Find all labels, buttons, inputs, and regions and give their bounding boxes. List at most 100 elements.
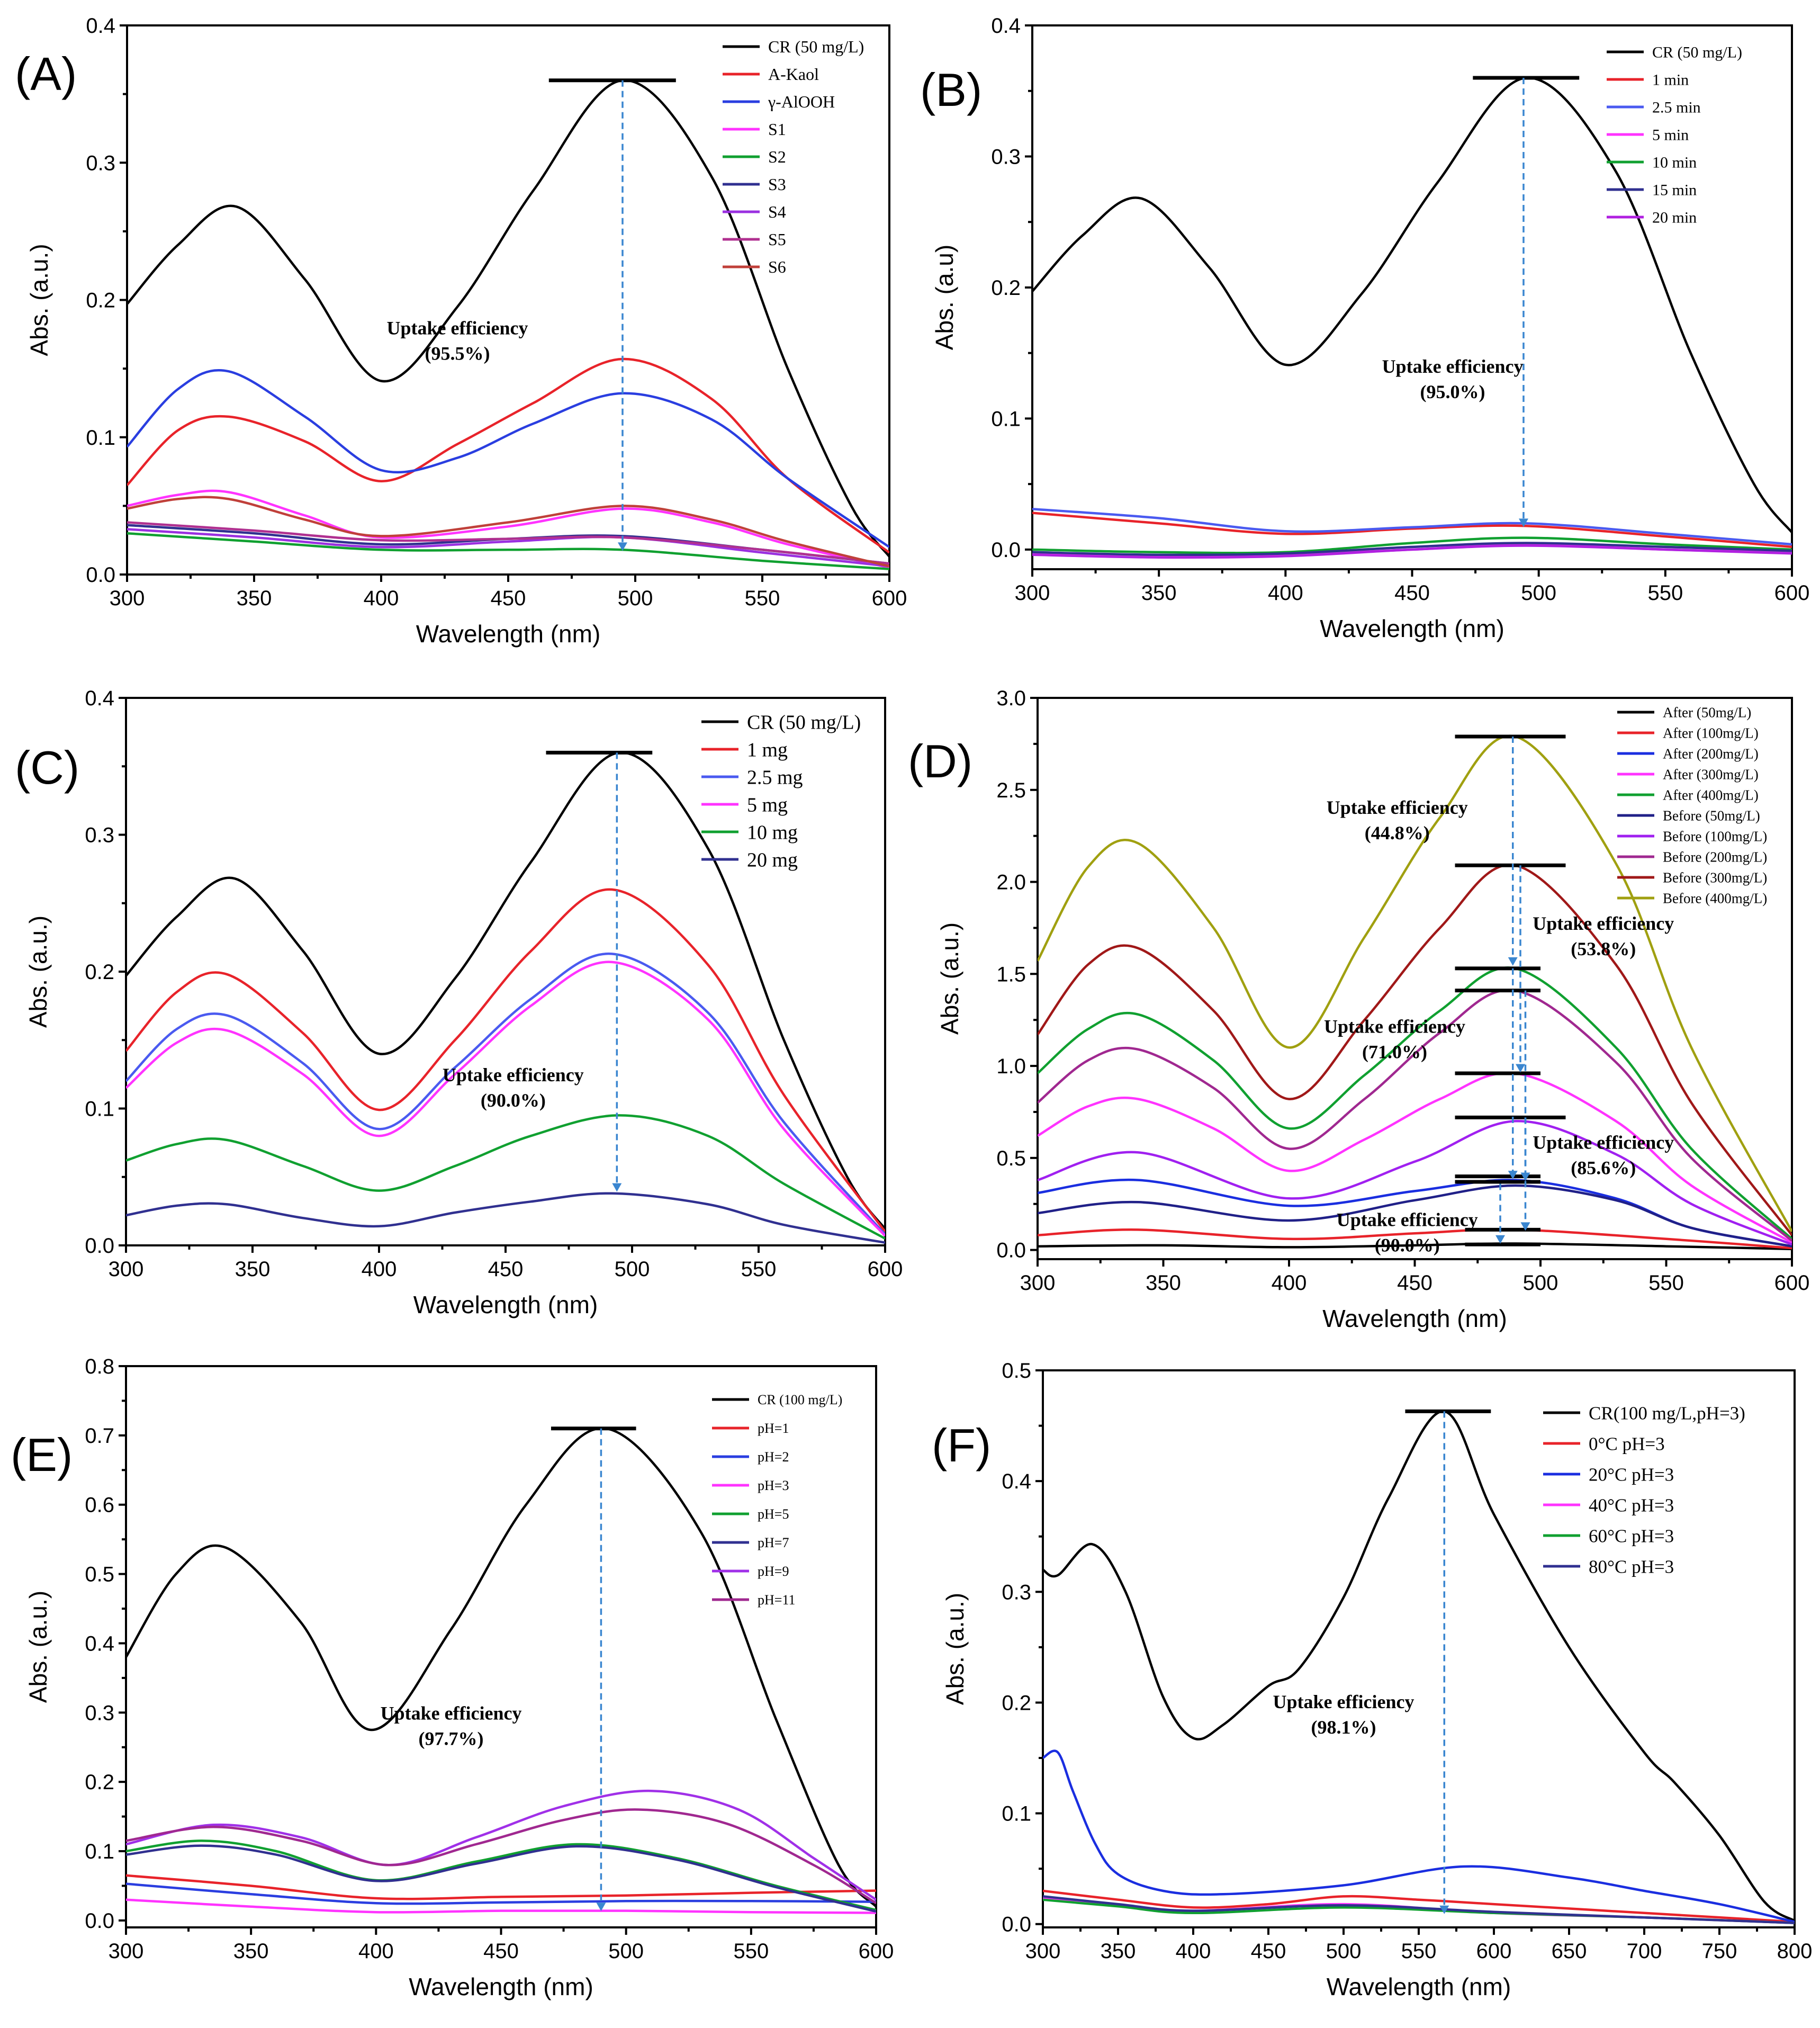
- x-tick-label: 600: [872, 587, 907, 610]
- series-line-9: [127, 496, 889, 568]
- legend-label: After (400mg/L): [1663, 787, 1759, 803]
- series-line-5: [1038, 966, 1792, 1240]
- legend-label: S5: [768, 230, 786, 249]
- panel-d: 300 350 400 450 500 550 600 0.0 0.5 1.0 1.5 2.0 2.5 3…: [908, 687, 1809, 1332]
- legend-label: Before (400mg/L): [1663, 890, 1767, 906]
- uptake-label: Uptake efficiency: [1273, 1691, 1414, 1712]
- x-tick-label: 600: [1774, 581, 1810, 605]
- y-tick-label: 0.1: [85, 1840, 114, 1863]
- legend-label: S6: [768, 257, 786, 276]
- series-line-1: [1043, 1410, 1795, 1922]
- uptake-label: Uptake efficiency: [1382, 356, 1524, 377]
- x-tick-label: 350: [1141, 581, 1177, 605]
- y-tick-label: 0.5: [996, 1147, 1026, 1170]
- arrow-head-icon: [596, 1903, 606, 1912]
- arrow-head-icon: [1508, 1171, 1518, 1180]
- series-line-3: [1043, 1749, 1795, 1923]
- legend-label: 20°C pH=3: [1589, 1464, 1674, 1485]
- x-tick-label: 500: [608, 1940, 644, 1963]
- uptake-label: Uptake efficiency: [1533, 913, 1674, 934]
- x-tick-label: 450: [491, 587, 526, 610]
- y-tick-label: 0.8: [85, 1355, 114, 1378]
- x-tick-label: 500: [1523, 1271, 1558, 1295]
- arrow-head-icon: [1516, 1064, 1525, 1073]
- x-tick-label: 550: [1401, 1940, 1437, 1963]
- uptake-value: (90.0%): [1375, 1234, 1440, 1255]
- series-line-2: [127, 357, 889, 554]
- x-axis-title: Wavelength (nm): [413, 1291, 598, 1318]
- x-tick-label: 550: [733, 1940, 769, 1963]
- plot-frame: [1042, 1369, 1796, 1928]
- y-tick-label: 0.1: [85, 1098, 114, 1121]
- panel-label: (D): [908, 735, 972, 787]
- x-tick-label: 550: [741, 1258, 777, 1281]
- series-group: [1032, 76, 1792, 559]
- arrow-head-icon: [618, 542, 627, 551]
- legend-label: 80°C pH=3: [1589, 1556, 1674, 1577]
- panel-b: 300 350 400 450 500 550 600 0.0 0.1 0.2 0.3 0.4 Wave…: [920, 14, 1809, 642]
- y-tick-label: 3.0: [996, 687, 1026, 710]
- y-tick-label: 0.5: [1002, 1359, 1031, 1383]
- series-line-9: [1038, 863, 1792, 1236]
- legend-label: After (100mg/L): [1663, 725, 1759, 741]
- legend-label: After (50mg/L): [1663, 704, 1751, 720]
- series-line-3: [1032, 507, 1792, 546]
- x-tick-label: 350: [233, 1940, 269, 1963]
- x-tick-label: 650: [1552, 1940, 1587, 1963]
- series-line-6: [1032, 542, 1792, 557]
- y-tick-label: 0.0: [85, 1909, 114, 1933]
- y-tick-label: 0.3: [1002, 1581, 1031, 1604]
- legend-label: γ-AlOOH: [768, 92, 835, 111]
- uptake-label: Uptake efficiency: [1533, 1132, 1674, 1153]
- y-tick-label: 0.4: [85, 1632, 114, 1655]
- legend: CR (50 mg/L) 1 mg 2.5 mg 5 mg 10 mg 20 mg: [701, 711, 861, 871]
- uptake-value: (71.0%): [1362, 1042, 1427, 1063]
- y-tick-label: 0.2: [991, 276, 1021, 300]
- series-line-8: [1038, 989, 1792, 1242]
- series-line-6: [1038, 1184, 1792, 1248]
- y-tick-label: 0.7: [85, 1424, 114, 1448]
- series-line-10: [1038, 734, 1792, 1232]
- x-tick-label: 600: [868, 1258, 903, 1281]
- legend-label: CR (50 mg/L): [768, 37, 864, 56]
- uptake-label: Uptake efficiency: [1327, 797, 1468, 818]
- series-line-5: [127, 532, 889, 570]
- legend: CR (50 mg/L) 1 min 2.5 min 5 min 10 min 15 mi…: [1607, 44, 1742, 227]
- x-tick-label: 300: [109, 1258, 144, 1281]
- x-axis-title: Wavelength (nm): [1320, 615, 1504, 642]
- uptake-label: Uptake efficiency: [387, 317, 528, 338]
- legend-label: 5 mg: [747, 794, 788, 816]
- x-tick-label: 450: [1394, 581, 1430, 605]
- x-tick-label: 400: [362, 1258, 397, 1281]
- panel-label: (B): [920, 64, 982, 116]
- arrow-head-icon: [1518, 518, 1528, 527]
- x-tick-label: 400: [358, 1940, 394, 1963]
- series-line-4: [1038, 1071, 1792, 1244]
- series-line-3: [126, 953, 885, 1235]
- uptake-label: Uptake efficiency: [381, 1702, 522, 1724]
- legend-label: CR(100 mg/L,pH=3): [1589, 1403, 1745, 1423]
- series-line-2: [126, 888, 885, 1233]
- series-line-8: [127, 521, 889, 565]
- legend-label: pH=11: [758, 1592, 795, 1608]
- legend-label: S4: [768, 202, 786, 221]
- legend-label: 15 min: [1652, 182, 1697, 199]
- legend-label: pH=2: [758, 1449, 789, 1465]
- x-tick-label: 400: [1176, 1940, 1211, 1963]
- series-line-7: [1038, 1120, 1792, 1246]
- legend-label: pH=9: [758, 1564, 789, 1579]
- legend-label: S1: [768, 120, 786, 139]
- series-group: [127, 79, 889, 570]
- x-tick-label: 450: [1251, 1940, 1286, 1963]
- x-tick-label: 500: [1521, 581, 1556, 605]
- legend-label: 1 min: [1652, 71, 1689, 89]
- series-line-5: [1032, 536, 1792, 554]
- legend-label: 60°C pH=3: [1589, 1526, 1674, 1546]
- legend-label: 1 mg: [747, 739, 788, 761]
- series-group: [126, 751, 885, 1244]
- x-tick-label: 500: [615, 1258, 650, 1281]
- x-tick-label: 350: [1101, 1940, 1136, 1963]
- legend-label: After (200mg/L): [1663, 746, 1759, 761]
- series-line-1: [1038, 1242, 1792, 1251]
- y-tick-label: 0.2: [85, 961, 114, 984]
